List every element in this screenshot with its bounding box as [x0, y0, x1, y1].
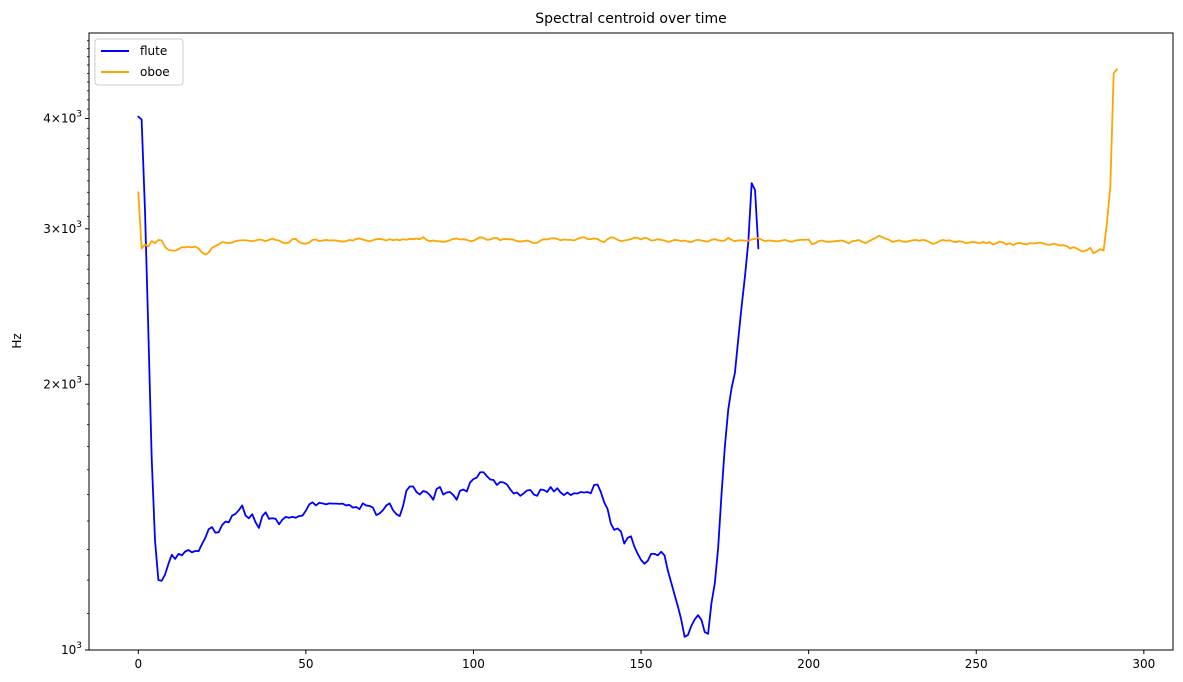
- x-tick-label: 250: [965, 657, 988, 671]
- y-axis-label: Hz: [10, 333, 24, 348]
- y-tick-label: 3×103: [43, 220, 82, 236]
- y-tick-label: 103: [61, 641, 82, 657]
- legend-label-oboe: oboe: [140, 65, 170, 79]
- y-axis: 103 2×103 3×103 4×103: [43, 40, 89, 657]
- x-tick-label: 50: [298, 657, 313, 671]
- y-tick-label: 4×103: [43, 110, 82, 126]
- x-tick-label: 100: [462, 657, 485, 671]
- x-tick-label: 0: [134, 657, 142, 671]
- legend-box: [94, 38, 184, 86]
- legend-label-flute: flute: [140, 44, 167, 58]
- chart-title: Spectral centroid over time: [535, 11, 726, 27]
- legend: flute oboe: [94, 38, 184, 86]
- y-tick-label: 2×103: [43, 375, 82, 391]
- series-line-oboe: [137, 68, 1118, 256]
- x-tick-label: 200: [797, 657, 820, 671]
- series-line-flute: [137, 115, 760, 638]
- x-tick-label: 150: [630, 657, 653, 671]
- series-layer: [137, 68, 1118, 638]
- x-axis: 0 50 100 150 200 250 300: [134, 650, 1155, 671]
- plot-frame: [88, 32, 1174, 651]
- x-tick-label: 300: [1132, 657, 1155, 671]
